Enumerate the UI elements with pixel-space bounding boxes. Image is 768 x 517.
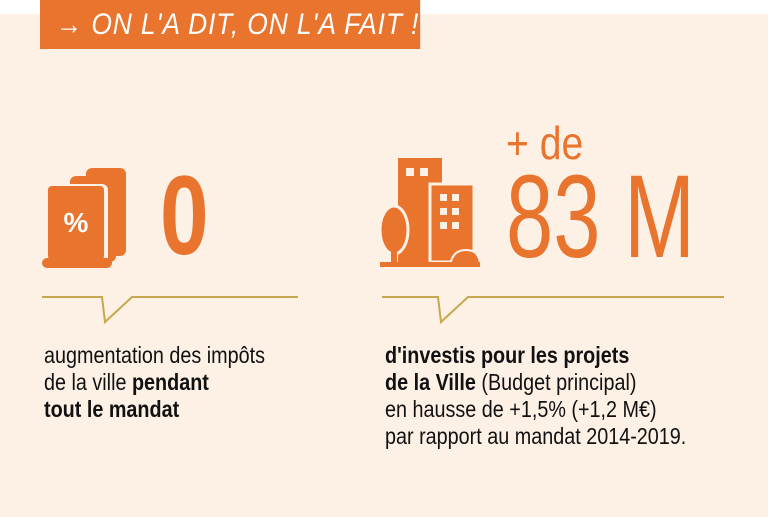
investment-description-line-1: d'investis pour les projets xyxy=(385,342,630,368)
tax-description: augmentation des impôts de la ville pend… xyxy=(44,342,265,423)
investment-description-line-4: par rapport au mandat 2014-2019. xyxy=(385,423,687,449)
tax-description-line-1: augmentation des impôts xyxy=(44,342,266,368)
banner-title: ON L'A DIT, ON L'A FAIT ! xyxy=(91,8,420,41)
zero-tax-increase-value: 0 xyxy=(160,153,209,278)
investment-description-line-2: de la Ville (Budget principal) xyxy=(385,369,637,395)
right-callout-line xyxy=(382,296,724,325)
tax-description-line-2: de la ville pendant xyxy=(44,369,209,395)
left-callout-line xyxy=(42,296,298,325)
amount-prefix: + de xyxy=(506,117,584,169)
tax-percent-document-icon: % xyxy=(42,168,126,268)
investment-amount-value: 83 M xyxy=(506,151,695,283)
svg-text:%: % xyxy=(64,207,89,238)
investment-description: d'investis pour les projets de la Ville … xyxy=(385,342,686,450)
investment-description-line-3: en hausse de +1,5% (+1,2 M€) xyxy=(385,396,657,422)
tax-description-line-3: tout le mandat xyxy=(44,396,180,422)
banner: → ON L'A DIT, ON L'A FAIT ! xyxy=(40,0,421,49)
city-buildings-icon xyxy=(378,158,482,267)
arrow-icon: → xyxy=(55,8,84,41)
